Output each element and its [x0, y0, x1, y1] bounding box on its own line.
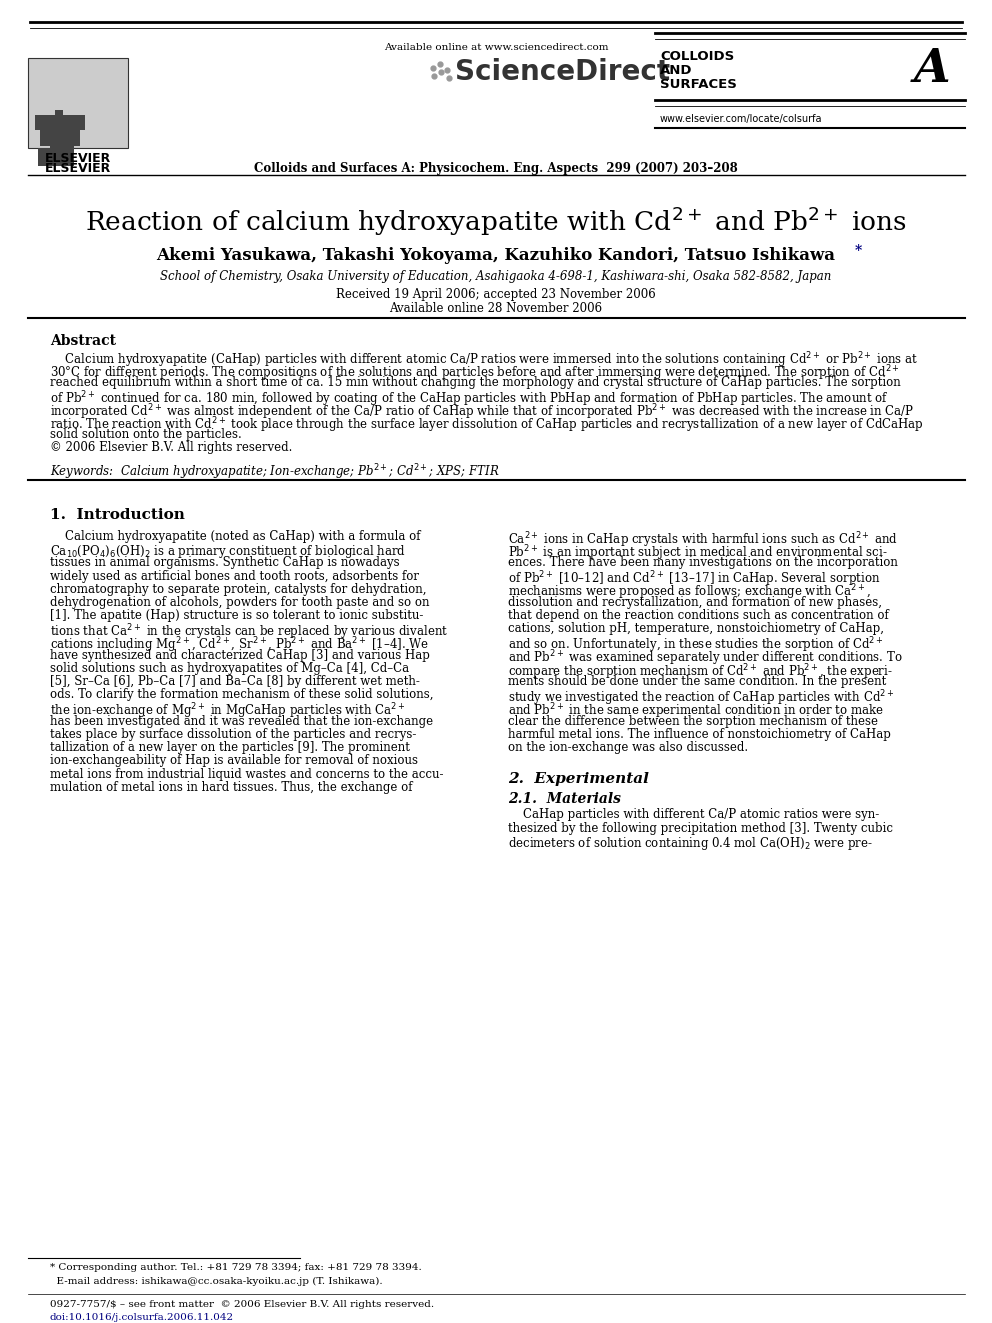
Bar [40, 126, 80, 146]
Text: www.elsevier.com/locate/colsurfa: www.elsevier.com/locate/colsurfa [660, 114, 822, 124]
Text: of Pb$^{2+}$ continued for ca. 180 min, followed by coating of the CaHap particl: of Pb$^{2+}$ continued for ca. 180 min, … [50, 389, 889, 409]
Bar [55, 110, 63, 140]
Text: has been investigated and it was revealed that the ion-exchange: has been investigated and it was reveale… [50, 714, 434, 728]
Text: School of Chemistry, Osaka University of Education, Asahigaoka 4-698-1, Kashiwar: School of Chemistry, Osaka University of… [161, 270, 831, 283]
Text: thesized by the following precipitation method [3]. Twenty cubic: thesized by the following precipitation … [508, 822, 893, 835]
Text: ScienceDirect: ScienceDirect [455, 58, 671, 86]
Text: chromatography to separate protein, catalysts for dehydration,: chromatography to separate protein, cata… [50, 583, 427, 595]
Text: AND: AND [660, 64, 692, 77]
Text: compare the sorption mechanism of Cd$^{2+}$ and Pb$^{2+}$, the experi-: compare the sorption mechanism of Cd$^{2… [508, 662, 893, 681]
Text: study we investigated the reaction of CaHap particles with Cd$^{2+}$: study we investigated the reaction of Ca… [508, 688, 895, 708]
Text: Received 19 April 2006; accepted 23 November 2006: Received 19 April 2006; accepted 23 Nove… [336, 288, 656, 302]
Text: mulation of metal ions in hard tissues. Thus, the exchange of: mulation of metal ions in hard tissues. … [50, 781, 413, 794]
Text: and Pb$^{2+}$ in the same experimental condition in order to make: and Pb$^{2+}$ in the same experimental c… [508, 701, 884, 721]
Text: Calcium hydroxyapatite (CaHap) particles with different atomic Ca/P ratios were : Calcium hydroxyapatite (CaHap) particles… [50, 351, 919, 369]
Text: Calcium hydroxyapatite (noted as CaHap) with a formula of: Calcium hydroxyapatite (noted as CaHap) … [50, 531, 421, 542]
Text: on the ion-exchange was also discussed.: on the ion-exchange was also discussed. [508, 741, 748, 754]
Text: dehydrogenation of alcohols, powders for tooth paste and so on: dehydrogenation of alcohols, powders for… [50, 595, 430, 609]
Bar [28, 58, 128, 148]
Text: Available online at www.sciencedirect.com: Available online at www.sciencedirect.co… [384, 44, 608, 52]
Text: SURFACES: SURFACES [660, 78, 737, 91]
Text: [1]. The apatite (Hap) structure is so tolerant to ionic substitu-: [1]. The apatite (Hap) structure is so t… [50, 609, 424, 622]
Text: 2.1.  Materials: 2.1. Materials [508, 792, 621, 807]
Text: tallization of a new layer on the particles [9]. The prominent: tallization of a new layer on the partic… [50, 741, 410, 754]
Text: solid solutions such as hydroxyapatites of Mg–Ca [4], Cd–Ca: solid solutions such as hydroxyapatites … [50, 662, 409, 675]
Text: metal ions from industrial liquid wastes and concerns to the accu-: metal ions from industrial liquid wastes… [50, 767, 443, 781]
Bar [50, 138, 74, 165]
Bar [38, 148, 58, 165]
Text: takes place by surface dissolution of the particles and recrys-: takes place by surface dissolution of th… [50, 728, 417, 741]
Text: E-mail address: ishikawa@cc.osaka-kyoiku.ac.jp (T. Ishikawa).: E-mail address: ishikawa@cc.osaka-kyoiku… [50, 1277, 383, 1286]
Bar [35, 115, 85, 130]
Text: Akemi Yasukawa, Takashi Yokoyama, Kazuhiko Kandori, Tatsuo Ishikawa: Akemi Yasukawa, Takashi Yokoyama, Kazuhi… [157, 247, 835, 265]
Text: 30°C for different periods. The compositions of the solutions and particles befo: 30°C for different periods. The composit… [50, 363, 900, 382]
Text: CaHap particles with different Ca/P atomic ratios were syn-: CaHap particles with different Ca/P atom… [508, 808, 879, 822]
Text: clear the difference between the sorption mechanism of these: clear the difference between the sorptio… [508, 714, 878, 728]
Text: Keywords:  Calcium hydroxyapatite; Ion-exchange; Pb$^{2+}$; Cd$^{2+}$; XPS; FTIR: Keywords: Calcium hydroxyapatite; Ion-ex… [50, 462, 500, 482]
Text: incorporated Cd$^{2+}$ was almost independent of the Ca/P ratio of CaHap while t: incorporated Cd$^{2+}$ was almost indepe… [50, 402, 915, 422]
Text: 1.  Introduction: 1. Introduction [50, 508, 185, 523]
Text: ion-exchangeability of Hap is available for removal of noxious: ion-exchangeability of Hap is available … [50, 754, 418, 767]
Text: and Pb$^{2+}$ was examined separately under different conditions. To: and Pb$^{2+}$ was examined separately un… [508, 648, 903, 668]
Text: 0927-7757/$ – see front matter  © 2006 Elsevier B.V. All rights reserved.: 0927-7757/$ – see front matter © 2006 El… [50, 1301, 434, 1308]
Text: ods. To clarify the formation mechanism of these solid solutions,: ods. To clarify the formation mechanism … [50, 688, 434, 701]
Text: * Corresponding author. Tel.: +81 729 78 3394; fax: +81 729 78 3394.: * Corresponding author. Tel.: +81 729 78… [50, 1263, 422, 1271]
Text: ences. There have been many investigations on the incorporation: ences. There have been many investigatio… [508, 557, 898, 569]
Text: © 2006 Elsevier B.V. All rights reserved.: © 2006 Elsevier B.V. All rights reserved… [50, 441, 293, 454]
Text: solid solution onto the particles.: solid solution onto the particles. [50, 429, 242, 441]
Text: tissues in animal organisms. Synthetic CaHap is nowadays: tissues in animal organisms. Synthetic C… [50, 557, 400, 569]
Text: Pb$^{2+}$ is an important subject in medical and environmental sci-: Pb$^{2+}$ is an important subject in med… [508, 544, 888, 562]
Text: doi:10.1016/j.colsurfa.2006.11.042: doi:10.1016/j.colsurfa.2006.11.042 [50, 1312, 234, 1322]
Text: cations, solution pH, temperature, nonstoichiometry of CaHap,: cations, solution pH, temperature, nonst… [508, 622, 884, 635]
Text: tions that Ca$^{2+}$ in the crystals can be replaced by various divalent: tions that Ca$^{2+}$ in the crystals can… [50, 622, 448, 642]
Text: *: * [855, 243, 862, 258]
Text: [5], Sr–Ca [6], Pb–Ca [7] and Ba–Ca [8] by different wet meth-: [5], Sr–Ca [6], Pb–Ca [7] and Ba–Ca [8] … [50, 675, 420, 688]
Text: Available online 28 November 2006: Available online 28 November 2006 [390, 302, 602, 315]
Text: Reaction of calcium hydroxyapatite with Cd$^{2+}$ and Pb$^{2+}$ ions: Reaction of calcium hydroxyapatite with … [85, 205, 907, 238]
Text: 2.  Experimental: 2. Experimental [508, 773, 649, 786]
Text: reached equilibrium within a short time of ca. 15 min without changing the morph: reached equilibrium within a short time … [50, 376, 901, 389]
Text: and so on. Unfortunately, in these studies the sorption of Cd$^{2+}$: and so on. Unfortunately, in these studi… [508, 635, 884, 655]
Text: Colloids and Surfaces A: Physicochem. Eng. Aspects  299 (2007) 203–208: Colloids and Surfaces A: Physicochem. En… [254, 161, 738, 175]
Text: ELSEVIER: ELSEVIER [45, 152, 111, 165]
Text: harmful metal ions. The influence of nonstoichiometry of CaHap: harmful metal ions. The influence of non… [508, 728, 891, 741]
Text: that depend on the reaction conditions such as concentration of: that depend on the reaction conditions s… [508, 609, 889, 622]
Text: mechanisms were proposed as follows; exchange with Ca$^{2+}$,: mechanisms were proposed as follows; exc… [508, 583, 871, 602]
Text: ratio. The reaction with Cd$^{2+}$ took place through the surface layer dissolut: ratio. The reaction with Cd$^{2+}$ took … [50, 415, 924, 434]
Text: of Pb$^{2+}$ [10–12] and Cd$^{2+}$ [13–17] in CaHap. Several sorption: of Pb$^{2+}$ [10–12] and Cd$^{2+}$ [13–1… [508, 570, 880, 589]
Text: A: A [914, 46, 950, 93]
Text: ELSEVIER: ELSEVIER [45, 161, 111, 175]
Text: decimeters of solution containing 0.4 mol Ca(OH)$_2$ were pre-: decimeters of solution containing 0.4 mo… [508, 835, 873, 852]
Text: cations including Mg$^{2+}$, Cd$^{2+}$, Sr$^{2+}$, Pb$^{2+}$ and Ba$^{2+}$ [1–4]: cations including Mg$^{2+}$, Cd$^{2+}$, … [50, 635, 430, 655]
Text: widely used as artificial bones and tooth roots, adsorbents for: widely used as artificial bones and toot… [50, 570, 419, 582]
Text: Ca$^{2+}$ ions in CaHap crystals with harmful ions such as Cd$^{2+}$ and: Ca$^{2+}$ ions in CaHap crystals with ha… [508, 531, 898, 549]
Text: the ion-exchange of Mg$^{2+}$ in MgCaHap particles with Ca$^{2+}$: the ion-exchange of Mg$^{2+}$ in MgCaHap… [50, 701, 406, 721]
Text: Abstract: Abstract [50, 333, 116, 348]
Text: Ca$_{10}$(PO$_4$)$_6$(OH)$_2$ is a primary constituent of biological hard: Ca$_{10}$(PO$_4$)$_6$(OH)$_2$ is a prima… [50, 544, 406, 560]
Text: have synthesized and characterized CaHap [3] and various Hap: have synthesized and characterized CaHap… [50, 648, 430, 662]
Text: dissolution and recrystallization, and formation of new phases,: dissolution and recrystallization, and f… [508, 595, 882, 609]
Text: ments should be done under the same condition. In the present: ments should be done under the same cond… [508, 675, 886, 688]
Text: COLLOIDS: COLLOIDS [660, 50, 734, 64]
